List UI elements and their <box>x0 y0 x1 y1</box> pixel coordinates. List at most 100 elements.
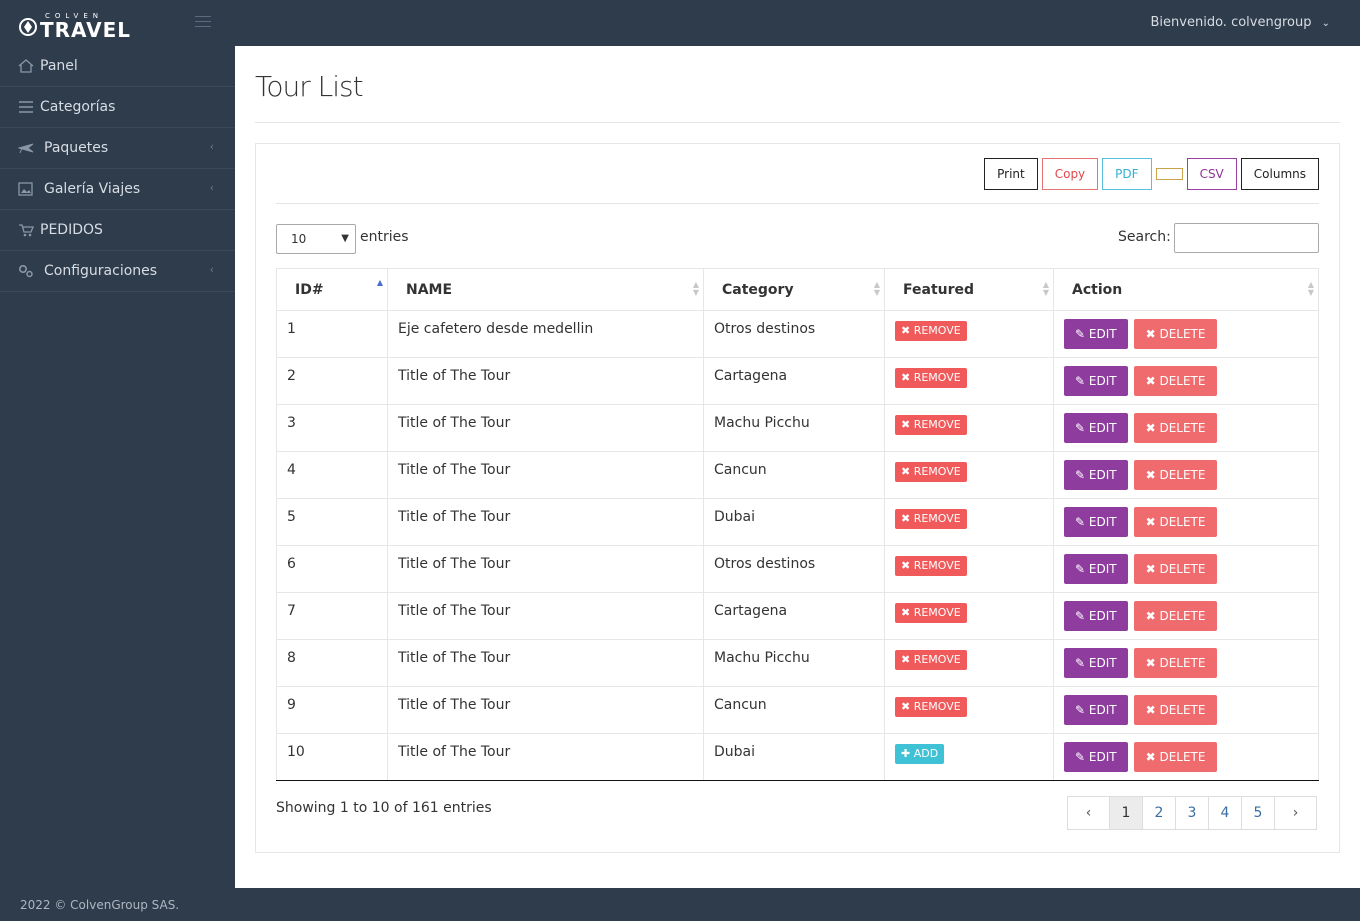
cell-featured: ✖ REMOVE <box>884 451 1054 499</box>
pdf-button[interactable]: PDF <box>1102 158 1152 190</box>
cell-name: Title of The Tour <box>387 545 704 593</box>
logo-globe-icon <box>19 18 37 36</box>
featured-remove-button[interactable]: ✖ REMOVE <box>895 509 967 529</box>
sidebar-item-galeria[interactable]: Galería Viajes ‹ <box>0 169 235 210</box>
delete-button[interactable]: ✖ DELETE <box>1133 507 1218 537</box>
column-header-id[interactable]: ID# ▲ <box>276 268 388 311</box>
table-header-row: ID# ▲ NAME ▲ ▼ Category ▲ ▼ Featured ▲ ▼ Action… <box>276 268 1319 311</box>
cell-category: Cancun <box>703 686 885 734</box>
sidebar-item-paquetes[interactable]: Paquetes ‹ <box>0 128 235 169</box>
delete-button[interactable]: ✖ DELETE <box>1133 554 1218 584</box>
featured-remove-button[interactable]: ✖ REMOVE <box>895 462 967 482</box>
delete-button[interactable]: ✖ DELETE <box>1133 460 1218 490</box>
cell-category: Cartagena <box>703 357 885 405</box>
cell-id: 2 <box>276 357 388 405</box>
featured-remove-button[interactable]: ✖ REMOVE <box>895 321 967 341</box>
prev-page-button[interactable]: ‹ <box>1067 796 1110 830</box>
sort-icon: ▲ ▼ <box>1307 280 1314 297</box>
table-row: 2 Title of The Tour Cartagena ✖ REMOVE ✎ EDI… <box>276 357 1319 405</box>
entries-length-select[interactable]: 10 ▼ <box>276 224 356 254</box>
print-button[interactable]: Print <box>984 158 1038 190</box>
delete-button[interactable]: ✖ DELETE <box>1133 413 1218 443</box>
delete-button[interactable]: ✖ DELETE <box>1133 366 1218 396</box>
column-header-action[interactable]: Action ▲ ▼ <box>1053 268 1319 311</box>
featured-remove-button[interactable]: ✖ REMOVE <box>895 650 967 670</box>
edit-icon: ✎ <box>1075 750 1089 764</box>
sidebar-item-label: Paquetes <box>44 140 109 156</box>
edit-button[interactable]: ✎ EDIT <box>1064 742 1128 772</box>
cell-featured: ✖ REMOVE <box>884 686 1054 734</box>
edit-button[interactable]: ✎ EDIT <box>1064 460 1128 490</box>
close-icon: ✖ <box>1145 421 1160 435</box>
search-input[interactable] <box>1174 223 1319 253</box>
cell-action: ✎ EDIT ✖ DELETE <box>1053 545 1319 593</box>
page-button-3[interactable]: 3 <box>1175 796 1209 830</box>
column-header-label: NAME <box>406 281 453 298</box>
row-id: 4 <box>287 462 296 478</box>
sidebar-item-configuraciones[interactable]: Configuraciones ‹ <box>0 251 235 292</box>
user-menu[interactable]: Bienvenido. colvengroup ⌄ <box>1151 15 1330 30</box>
cell-featured: ✖ REMOVE <box>884 357 1054 405</box>
delete-label: DELETE <box>1159 468 1206 482</box>
edit-icon: ✎ <box>1075 468 1089 482</box>
close-icon: ✖ <box>901 653 914 666</box>
csv-button[interactable]: CSV <box>1186 158 1237 190</box>
table-info: Showing 1 to 10 of 161 entries <box>276 800 492 816</box>
sidebar-item-pedidos[interactable]: PEDIDOS <box>0 210 235 251</box>
edit-button[interactable]: ✎ EDIT <box>1064 648 1128 678</box>
column-header-name[interactable]: NAME ▲ ▼ <box>387 268 704 311</box>
row-category: Otros destinos <box>714 556 816 572</box>
edit-label: EDIT <box>1088 609 1117 623</box>
delete-button[interactable]: ✖ DELETE <box>1133 648 1218 678</box>
close-icon: ✖ <box>901 465 914 478</box>
edit-button[interactable]: ✎ EDIT <box>1064 413 1128 443</box>
page-button-1[interactable]: 1 <box>1109 796 1143 830</box>
table-row: 4 Title of The Tour Cancun ✖ REMOVE ✎ EDIT ✖ … <box>276 451 1319 499</box>
featured-label: REMOVE <box>913 559 961 572</box>
page-button-2[interactable]: 2 <box>1142 796 1176 830</box>
edit-button[interactable]: ✎ EDIT <box>1064 554 1128 584</box>
sidebar-item-categorias[interactable]: Categorías <box>0 87 235 128</box>
edit-button[interactable]: ✎ EDIT <box>1064 366 1128 396</box>
logo[interactable]: COLVEN TRAVEL <box>18 12 140 42</box>
table-row: 5 Title of The Tour Dubai ✖ REMOVE ✎ EDIT ✖ D… <box>276 498 1319 546</box>
featured-remove-button[interactable]: ✖ REMOVE <box>895 368 967 388</box>
sort-asc-icon: ▲ <box>376 278 383 287</box>
table-row: 1 Eje cafetero desde medellin Otros destin… <box>276 310 1319 358</box>
table-row: 10 Title of The Tour Dubai ✚ ADD ✎ EDIT ✖ DEL… <box>276 733 1319 781</box>
delete-label: DELETE <box>1159 515 1206 529</box>
chevron-left-icon: ‹ <box>209 181 214 194</box>
edit-button[interactable]: ✎ EDIT <box>1064 695 1128 725</box>
edit-label: EDIT <box>1088 327 1117 341</box>
edit-button[interactable]: ✎ EDIT <box>1064 507 1128 537</box>
page-button-4[interactable]: 4 <box>1208 796 1242 830</box>
copy-button[interactable]: Copy <box>1041 158 1099 190</box>
featured-remove-button[interactable]: ✖ REMOVE <box>895 697 967 717</box>
columns-button[interactable]: Columns <box>1240 158 1319 190</box>
plus-icon: ✚ <box>901 747 914 760</box>
column-header-featured[interactable]: Featured ▲ ▼ <box>884 268 1054 311</box>
edit-icon: ✎ <box>1075 562 1089 576</box>
featured-remove-button[interactable]: ✖ REMOVE <box>895 556 967 576</box>
cell-name: Eje cafetero desde medellin <box>387 310 704 358</box>
page-button-5[interactable]: 5 <box>1241 796 1275 830</box>
edit-button[interactable]: ✎ EDIT <box>1064 319 1128 349</box>
menu-toggle-icon[interactable] <box>195 16 211 30</box>
next-page-button[interactable]: › <box>1274 796 1317 830</box>
row-id: 6 <box>287 556 296 572</box>
edit-button[interactable]: ✎ EDIT <box>1064 601 1128 631</box>
featured-add-button[interactable]: ✚ ADD <box>895 744 945 764</box>
edit-label: EDIT <box>1088 656 1117 670</box>
featured-remove-button[interactable]: ✖ REMOVE <box>895 415 967 435</box>
delete-button[interactable]: ✖ DELETE <box>1133 319 1218 349</box>
delete-button[interactable]: ✖ DELETE <box>1133 742 1218 772</box>
column-header-category[interactable]: Category ▲ ▼ <box>703 268 885 311</box>
featured-remove-button[interactable]: ✖ REMOVE <box>895 603 967 623</box>
edit-icon: ✎ <box>1075 609 1089 623</box>
excel-button[interactable] <box>1155 168 1183 180</box>
sidebar-item-panel[interactable]: Panel <box>0 46 235 87</box>
page-title: Tour List <box>255 70 364 103</box>
edit-label: EDIT <box>1088 562 1117 576</box>
delete-button[interactable]: ✖ DELETE <box>1133 601 1218 631</box>
delete-button[interactable]: ✖ DELETE <box>1133 695 1218 725</box>
